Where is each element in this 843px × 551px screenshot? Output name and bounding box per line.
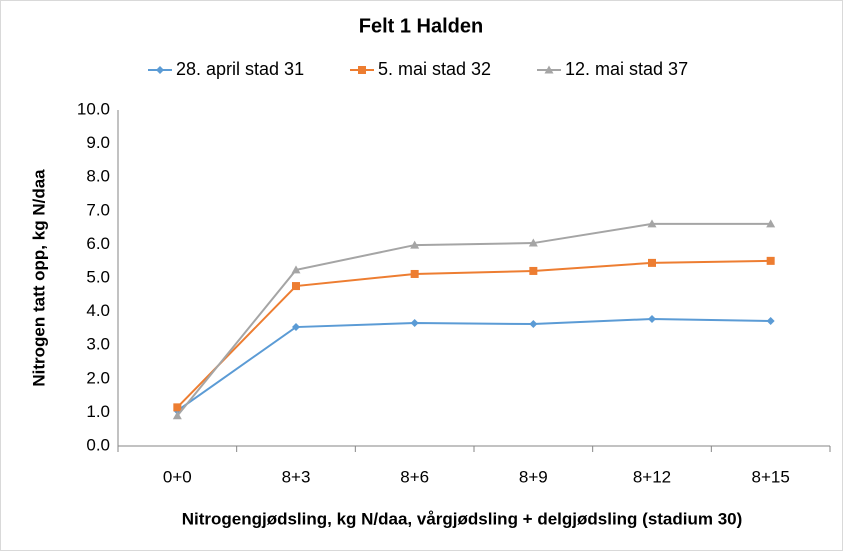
y-tick-label: 0.0 <box>86 435 110 454</box>
marker <box>358 66 366 74</box>
y-tick-label: 1.0 <box>86 402 110 421</box>
marker <box>766 219 776 228</box>
x-tick-label: 8+9 <box>519 467 548 486</box>
y-tick-label: 2.0 <box>86 368 110 387</box>
x-tick-label: 8+3 <box>282 467 311 486</box>
legend-label: 28. april stad 31 <box>176 59 304 79</box>
y-tick-label: 7.0 <box>86 200 110 219</box>
marker <box>648 258 656 267</box>
y-tick-label: 10.0 <box>77 99 110 118</box>
marker <box>529 266 538 275</box>
series-line <box>176 259 771 409</box>
marker <box>529 320 538 329</box>
series-line <box>176 222 771 417</box>
marker <box>292 323 300 332</box>
x-tick-label: 8+6 <box>400 467 429 486</box>
marker <box>766 256 775 265</box>
legend-label: 12. mai stad 37 <box>565 59 688 79</box>
y-tick-label: 8.0 <box>86 167 110 186</box>
y-tick-label: 6.0 <box>86 234 110 253</box>
x-tick-label: 8+15 <box>752 467 790 486</box>
series-line <box>176 317 771 412</box>
y-tick-label: 9.0 <box>86 133 110 152</box>
marker <box>156 66 164 74</box>
marker <box>410 240 420 249</box>
marker <box>766 317 775 326</box>
marker <box>291 265 301 274</box>
marker <box>647 219 657 228</box>
x-tick-label: 0+0 <box>163 467 192 486</box>
chart-title: Felt 1 Halden <box>359 15 483 37</box>
marker <box>172 411 182 420</box>
marker <box>410 319 419 328</box>
marker <box>544 65 554 74</box>
y-tick-label: 3.0 <box>86 335 110 354</box>
marker <box>292 282 300 291</box>
y-axis-title: Nitrogen tatt opp, kg N/daa <box>29 169 48 387</box>
legend-label: 5. mai stad 32 <box>378 59 491 79</box>
x-tick-label: 8+12 <box>633 467 671 486</box>
y-tick-label: 4.0 <box>86 301 110 320</box>
y-tick-label: 5.0 <box>86 267 110 286</box>
marker <box>528 238 538 247</box>
x-axis-title: Nitrogengjødsling, kg N/daa, vårgjødslin… <box>182 509 743 528</box>
marker <box>173 403 182 412</box>
marker <box>410 269 419 278</box>
marker <box>648 314 656 323</box>
